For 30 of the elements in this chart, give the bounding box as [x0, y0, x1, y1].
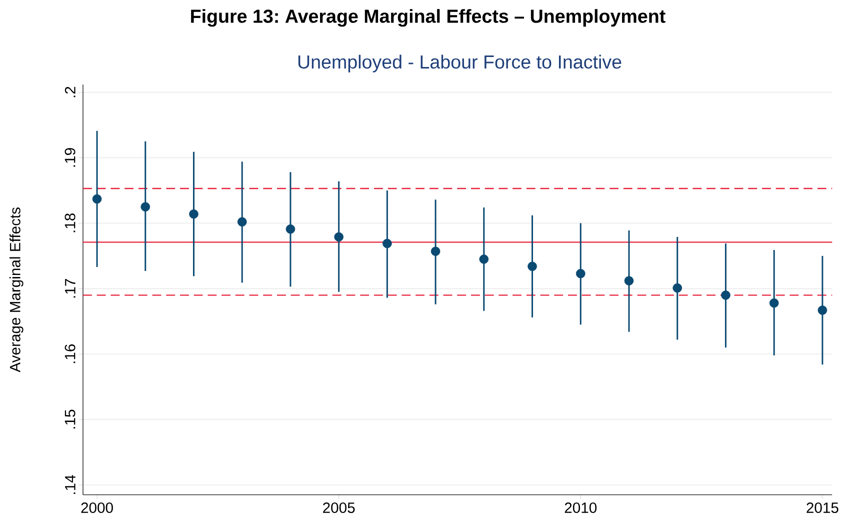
- point: [624, 276, 634, 286]
- chart-title: Figure 13: Average Marginal Effects – Unemployment: [191, 9, 666, 27]
- point: [430, 246, 440, 256]
- y-tick-label: .15: [64, 410, 76, 429]
- point: [334, 232, 344, 242]
- y-tick-label: .19: [64, 148, 76, 167]
- x-tick-label: 2010: [564, 502, 597, 514]
- point: [769, 298, 779, 308]
- point: [92, 194, 102, 204]
- x-tick-label: 2005: [323, 502, 355, 514]
- point: [528, 262, 537, 272]
- y-tick-label: .16: [64, 344, 76, 364]
- chart-subtitle: Unemployed - Labour Force to Inactive: [298, 55, 622, 73]
- point: [237, 217, 247, 227]
- point: [576, 269, 586, 278]
- y-tick-label: .2: [64, 87, 76, 98]
- y-axis-title: Average Marginal Effects: [9, 208, 24, 372]
- point: [382, 239, 392, 248]
- point: [479, 254, 489, 264]
- point: [672, 284, 682, 293]
- point: [189, 210, 198, 219]
- point: [286, 224, 296, 234]
- point: [818, 306, 828, 316]
- y-tick-label: .17: [65, 279, 76, 298]
- point: [140, 202, 150, 212]
- y-tick-label: .14: [65, 475, 76, 494]
- point: [721, 290, 730, 300]
- x-tick-label: 2000: [81, 502, 113, 514]
- x-tick-label: 2015: [806, 502, 838, 514]
- y-tick-label: .18: [64, 214, 76, 232]
